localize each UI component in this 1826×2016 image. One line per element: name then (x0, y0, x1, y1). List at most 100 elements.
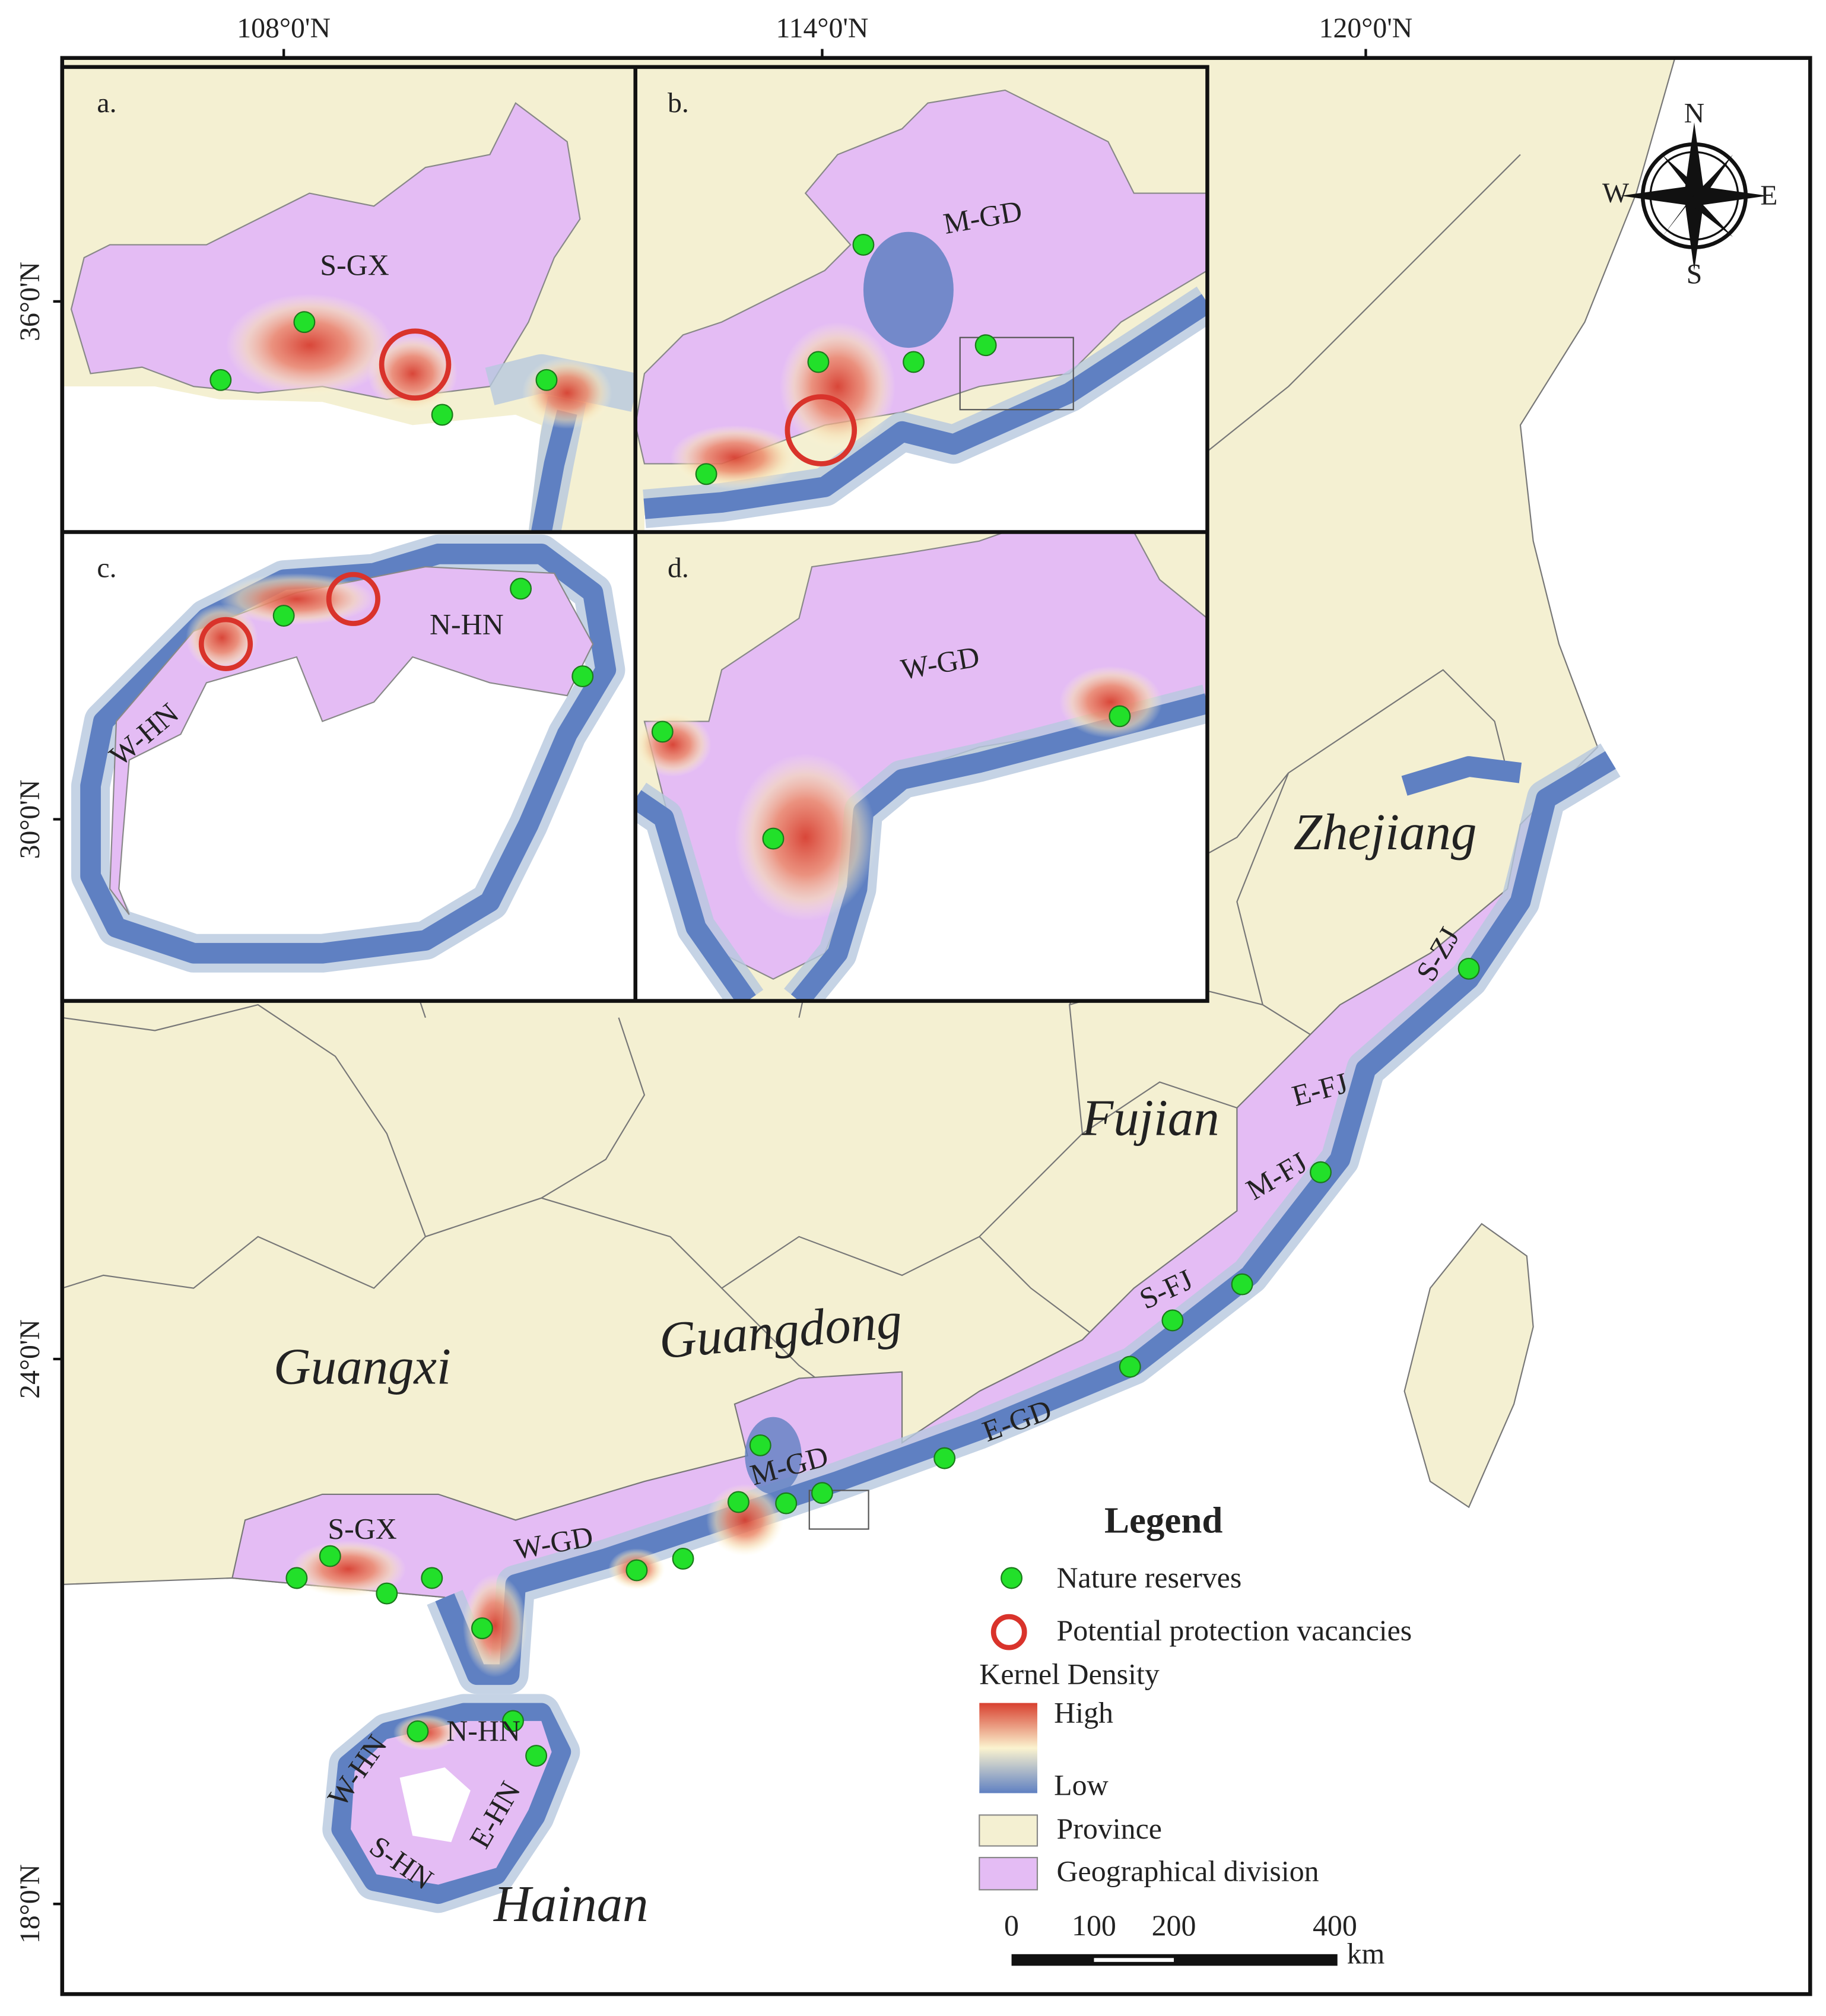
inset-d-shape (635, 693, 1208, 1001)
hotspot (226, 293, 393, 397)
inset-extent (808, 1490, 869, 1530)
compass-label: N (1684, 97, 1704, 129)
hotspot (779, 322, 896, 451)
inset-b-shape (643, 294, 1208, 519)
hotspot (670, 425, 799, 490)
axis-labels: 108°0'N 114°0'N 120°0'N 36°0'N 30°0'N 24… (14, 12, 1412, 1944)
inset-label: c. (97, 553, 116, 584)
legend-symbol (990, 1614, 1027, 1650)
frame-shape (53, 49, 1367, 1906)
nature-reserve (811, 1482, 833, 1504)
sea (644, 303, 1208, 532)
compass: N S E W (1602, 97, 1777, 290)
legend-symbol (1001, 1567, 1023, 1589)
division-label: N-HN (446, 1715, 520, 1747)
division-area (70, 102, 581, 400)
nature-reserve (933, 1447, 956, 1469)
latitude-label: 18°0'N (14, 1864, 46, 1944)
nature-reserve (1109, 705, 1131, 728)
sea (799, 703, 1208, 1001)
nature-reserve (807, 351, 830, 373)
inset-label: d. (668, 553, 689, 584)
hotspot (635, 712, 712, 777)
nature-reserve (1119, 1355, 1141, 1378)
legend-label: High (1054, 1697, 1113, 1729)
legend-label: Low (1054, 1769, 1108, 1801)
nature-reserve (903, 351, 925, 373)
hotspot (462, 1574, 528, 1678)
protection-vacancy (326, 572, 380, 626)
legend: Legend Nature reserves Potential protect… (979, 1499, 1412, 1891)
compass-label: S (1687, 259, 1703, 290)
nature-reserves (209, 233, 1480, 1767)
frame (53, 49, 1812, 1996)
scale-label: 0 (1004, 1909, 1019, 1942)
province-label: Fujian (1081, 1090, 1219, 1147)
inset-c (62, 532, 636, 1001)
nature-reserve (727, 1491, 750, 1513)
hainan-division (351, 1720, 552, 1885)
nature-reserve (749, 1434, 771, 1456)
nature-reserve (471, 1617, 493, 1640)
nature-reserve (376, 1582, 398, 1605)
legend-label: Kernel Density (979, 1658, 1160, 1691)
legend-label: Geographical division (1057, 1855, 1319, 1888)
compass-label: E (1760, 180, 1777, 211)
hotspot (1059, 666, 1163, 738)
nature-reserve (525, 1745, 548, 1767)
inset-a (62, 66, 636, 532)
nature-reserve (502, 1710, 524, 1732)
main-map-shape (1401, 756, 1522, 796)
nature-reserve (285, 1567, 308, 1589)
scale-label: 400 (1313, 1909, 1357, 1942)
latitude-label: 24°0'N (14, 1319, 46, 1399)
nature-reserve (1161, 1309, 1184, 1332)
nature-reserve (209, 369, 232, 391)
scale-bar-shape (1094, 1958, 1174, 1962)
scale-bar: 0 100 200 400 km (1004, 1909, 1384, 1970)
division-label: N-HN (430, 608, 504, 641)
nature-reserve (571, 665, 594, 688)
nature-reserve (407, 1720, 429, 1742)
inset-extent (959, 336, 1074, 411)
inset-d (635, 532, 1208, 1001)
scale-label: 200 (1152, 1909, 1196, 1942)
hotspot (706, 1484, 784, 1557)
scale-unit: km (1347, 1938, 1385, 1970)
legend-label: Potential protection vacancies (1057, 1614, 1412, 1647)
compass-shape (1662, 154, 1733, 237)
scale-bar-shape (1011, 1954, 1338, 1966)
protection-vacancy (785, 394, 858, 466)
nature-reserve (272, 605, 295, 627)
frame-shape (60, 56, 1812, 1996)
division-label: S-GX (320, 249, 389, 281)
nature-reserve (431, 404, 453, 426)
latitude-label: 36°0'N (14, 262, 46, 341)
inset-b (635, 66, 1208, 532)
province-label: Guangxi (274, 1338, 451, 1395)
division-label: S-GX (328, 1512, 396, 1545)
inset-label: a. (97, 87, 116, 119)
nature-reserve (293, 311, 316, 334)
legend-label: Nature reserves (1057, 1561, 1242, 1594)
inset-a-shape (531, 409, 577, 532)
nature-reserve (1457, 957, 1480, 980)
hotspot (734, 753, 877, 921)
nature-reserve (695, 463, 717, 485)
compass-label: W (1602, 177, 1629, 209)
sea (62, 386, 542, 532)
nature-reserve (651, 720, 674, 743)
inset-label: b. (668, 87, 689, 119)
legend-title: Legend (1104, 1499, 1222, 1541)
scale-label: 100 (1072, 1909, 1116, 1942)
legend-swatch (979, 1856, 1039, 1891)
hotspot (522, 357, 612, 429)
nature-reserve (1310, 1161, 1332, 1183)
taiwan (1403, 1223, 1534, 1509)
latitude-label: 30°0'N (14, 780, 46, 859)
nature-reserve (852, 233, 875, 256)
nature-reserve (625, 1559, 648, 1582)
nature-reserve (974, 334, 997, 357)
nature-reserve (319, 1545, 341, 1567)
